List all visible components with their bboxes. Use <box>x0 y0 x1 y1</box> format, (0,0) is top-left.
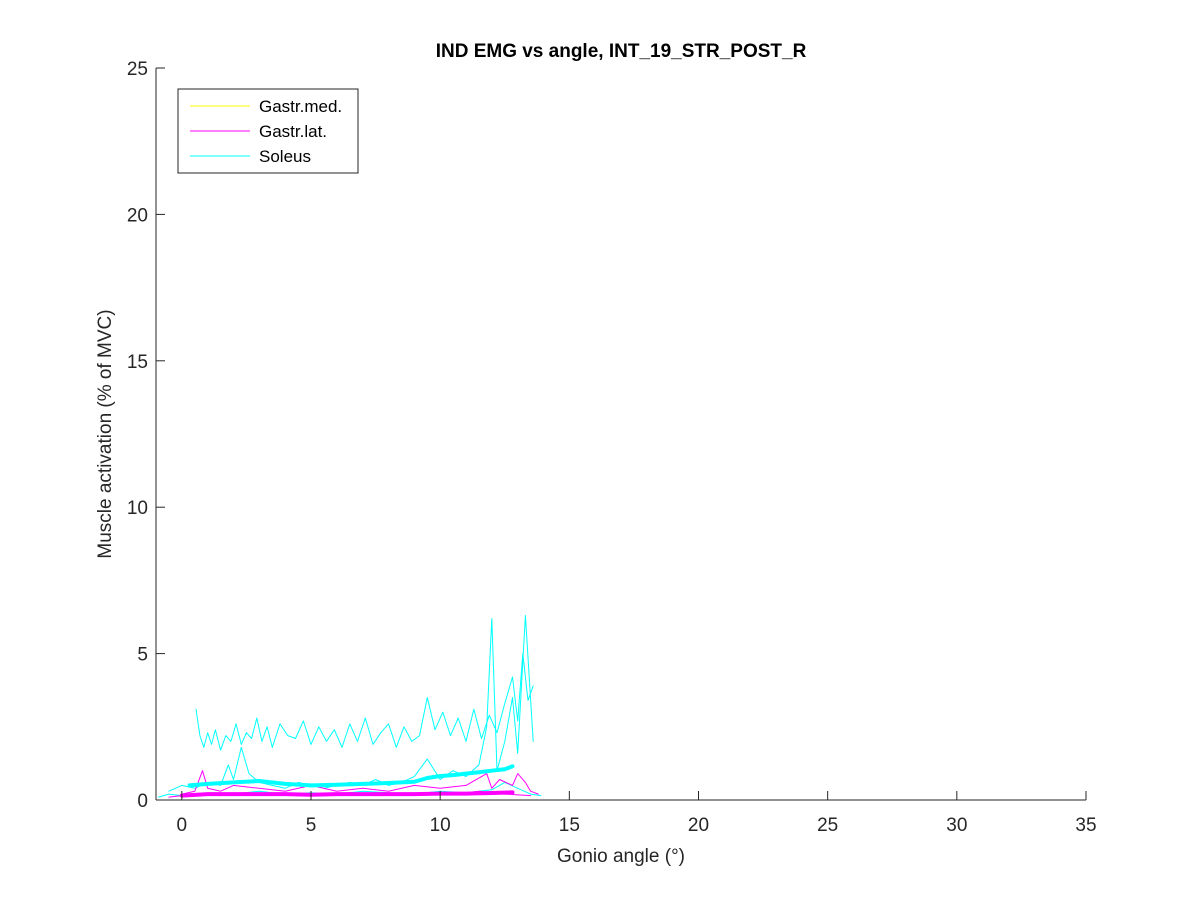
y-tick-label: 25 <box>127 59 148 80</box>
y-tick-label: 0 <box>137 791 148 812</box>
x-tick-label: 10 <box>430 815 451 836</box>
plot-area <box>156 68 1086 800</box>
y-tick-label: 10 <box>127 498 148 519</box>
x-tick-label: 25 <box>817 815 838 836</box>
y-axis-ticks: 0 5 10 15 20 25 <box>127 59 165 812</box>
series-line-soleus-1 <box>195 653 534 751</box>
y-tick-label: 5 <box>137 645 148 666</box>
x-tick-label: 15 <box>559 815 580 836</box>
x-tick-label: 0 <box>177 815 188 836</box>
x-tick-label: 30 <box>946 815 967 836</box>
y-tick-label: 20 <box>127 205 148 226</box>
legend: Gastr.med. Gastr.lat. Soleus <box>177 88 359 174</box>
series-layer <box>158 615 542 798</box>
legend-label-soleus: Soleus <box>259 147 311 166</box>
series-line-gastr-lat-6 <box>179 790 515 798</box>
x-axis-ticks: 0 5 10 15 20 25 30 35 <box>177 791 1097 836</box>
x-tick-label: 5 <box>306 815 317 836</box>
series-line-soleus-7 <box>187 764 515 788</box>
y-axis-label: Muscle activation (% of MVC) <box>95 309 116 558</box>
chart-title: IND EMG vs angle, INT_19_STR_POST_R <box>436 41 807 62</box>
x-tick-label: 20 <box>688 815 709 836</box>
y-tick-label: 15 <box>127 352 148 373</box>
x-axis-label: Gonio angle (°) <box>557 846 685 867</box>
legend-items: Gastr.med. Gastr.lat. Soleus <box>190 97 342 166</box>
legend-label-gastr-med: Gastr.med. <box>259 97 342 116</box>
x-tick-label: 35 <box>1075 815 1096 836</box>
series-line-gastr-lat-4 <box>181 770 539 795</box>
legend-label-gastr-lat: Gastr.lat. <box>259 122 327 141</box>
